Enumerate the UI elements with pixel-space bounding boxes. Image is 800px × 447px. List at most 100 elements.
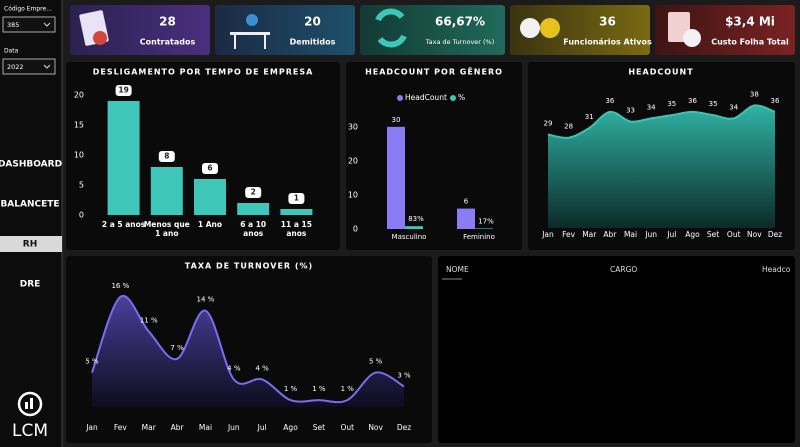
data-label: 17% — [478, 217, 494, 225]
data-label-bg — [288, 193, 305, 204]
menu-item-active[interactable]: RH — [23, 240, 37, 250]
x-tick-label: Mai — [199, 423, 212, 432]
y-tick-label: 20 — [74, 91, 84, 100]
data-label-bg — [245, 187, 262, 198]
y-tick-label: 10 — [74, 151, 84, 160]
data-label: 36 — [605, 97, 614, 105]
x-tick-label-box: 11 a 15 anos — [280, 221, 312, 238]
kpi-label: Taxa de Turnover (%) — [425, 38, 495, 46]
y-tick-label: 15 — [74, 121, 84, 130]
bar — [107, 101, 140, 215]
data-label: 34 — [729, 103, 738, 111]
filter-label: Código Empre... — [4, 6, 52, 13]
x-tick-label-box: 1 Ano — [197, 221, 223, 229]
x-tick-label: Mar — [582, 230, 597, 239]
data-label: 8 — [164, 152, 169, 161]
x-tick-label: 11 a 15 anos — [280, 221, 312, 238]
data-label: 5 % — [369, 358, 383, 366]
data-label-bg — [158, 151, 175, 162]
bar — [150, 167, 183, 215]
data-label: 31 — [585, 113, 594, 121]
x-tick-label: Masculino — [392, 233, 427, 241]
dropdown-value: 385 — [7, 21, 19, 29]
data-label: 3 % — [397, 371, 411, 379]
data-label: 16 % — [111, 282, 129, 290]
data-label: 6 — [464, 198, 469, 206]
data-label: 1 % — [341, 385, 355, 393]
table-header[interactable]: NOME — [446, 265, 469, 274]
line — [547, 104, 776, 139]
data-label: 28 — [564, 123, 573, 131]
x-tick-label: Jul — [257, 423, 267, 432]
data-label: 33 — [626, 107, 635, 115]
menu-item[interactable]: DASHBOARD — [0, 160, 62, 170]
logo-icon — [25, 402, 28, 409]
data-label: 1 % — [312, 385, 326, 393]
data-label: 1 — [294, 194, 299, 203]
kpi-value: 36 — [599, 15, 616, 29]
x-tick-label: Abr — [171, 423, 185, 432]
area — [548, 105, 775, 228]
x-tick-label: Menos que 1 ano — [143, 221, 190, 238]
data-label: 35 — [709, 100, 718, 108]
menu-active-bg — [0, 236, 62, 252]
y-tick-label: 5 — [79, 181, 84, 190]
x-tick-label: Set — [707, 230, 719, 239]
x-tick-label: Fev — [562, 230, 576, 239]
data-label: 34 — [647, 103, 656, 111]
data-label: 4 % — [227, 364, 241, 372]
x-tick-label: 6 a 10 anos — [240, 221, 267, 238]
x-tick-label: Mai — [624, 230, 637, 239]
kpi-label: Funcionários Ativos — [563, 38, 652, 47]
logo-icon — [17, 391, 43, 417]
data-label: 1 % — [284, 385, 298, 393]
y-tick-label: 20 — [348, 156, 358, 165]
dropdown[interactable] — [2, 16, 56, 33]
x-tick-label: Out — [340, 423, 354, 432]
kpi-label: Custo Folha Total — [711, 38, 789, 47]
table-header[interactable]: CARGO — [610, 265, 637, 274]
x-tick-label: Nov — [368, 423, 383, 432]
x-tick-label: Out — [727, 230, 741, 239]
x-tick-label: Jan — [85, 423, 98, 432]
panel — [346, 62, 522, 250]
x-tick-label: Fev — [114, 423, 128, 432]
bar — [475, 228, 493, 229]
line — [91, 294, 405, 404]
area — [92, 295, 404, 407]
x-tick-label-box: 2 a 5 anos — [101, 221, 146, 229]
filter-label: Data — [4, 48, 19, 55]
x-tick-label: Jan — [541, 230, 554, 239]
data-label: 11 % — [140, 316, 158, 324]
kpi-label: Contratados — [140, 38, 196, 47]
data-label: 19 — [118, 86, 128, 95]
data-label: 7 % — [170, 344, 184, 352]
kpi-icon — [79, 8, 701, 49]
x-tick-label: 2 a 5 anos — [101, 221, 146, 229]
data-label: 83% — [408, 215, 424, 223]
x-tick-label: Feminino — [463, 233, 495, 241]
table-header[interactable]: Headco — [762, 265, 791, 274]
x-tick-label: Ago — [283, 423, 298, 432]
legend-marker — [397, 95, 403, 101]
data-label-bg — [115, 85, 132, 96]
dropdown[interactable] — [2, 58, 56, 75]
legend-label: HeadCount — [405, 93, 447, 102]
x-tick-label: 1 Ano — [197, 221, 223, 229]
data-label: 36 — [771, 97, 780, 105]
panel — [438, 256, 795, 443]
legend-label: % — [458, 93, 465, 102]
bar — [237, 203, 270, 215]
menu-item[interactable]: BALANCETE — [0, 200, 59, 210]
kpi-value: 66,67% — [435, 15, 485, 29]
bar — [405, 226, 423, 229]
kpi-value: 20 — [304, 15, 321, 29]
logo-text: LCM — [12, 421, 48, 441]
x-tick-label-box: Menos que 1 ano — [143, 221, 190, 238]
menu-item[interactable]: DRE — [20, 280, 41, 290]
x-tick-label: Dez — [768, 230, 782, 239]
y-tick-label: 10 — [348, 190, 358, 199]
data-label: 6 — [207, 164, 212, 173]
